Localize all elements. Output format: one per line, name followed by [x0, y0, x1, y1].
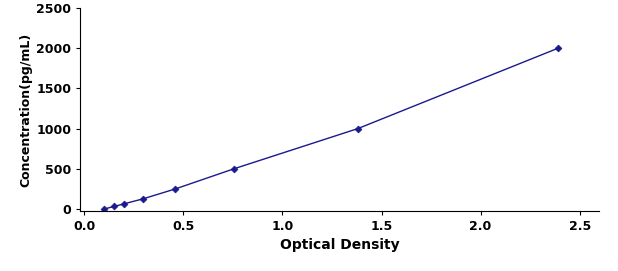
Y-axis label: Concentration(pg/mL): Concentration(pg/mL) [19, 33, 32, 187]
X-axis label: Optical Density: Optical Density [280, 238, 400, 251]
